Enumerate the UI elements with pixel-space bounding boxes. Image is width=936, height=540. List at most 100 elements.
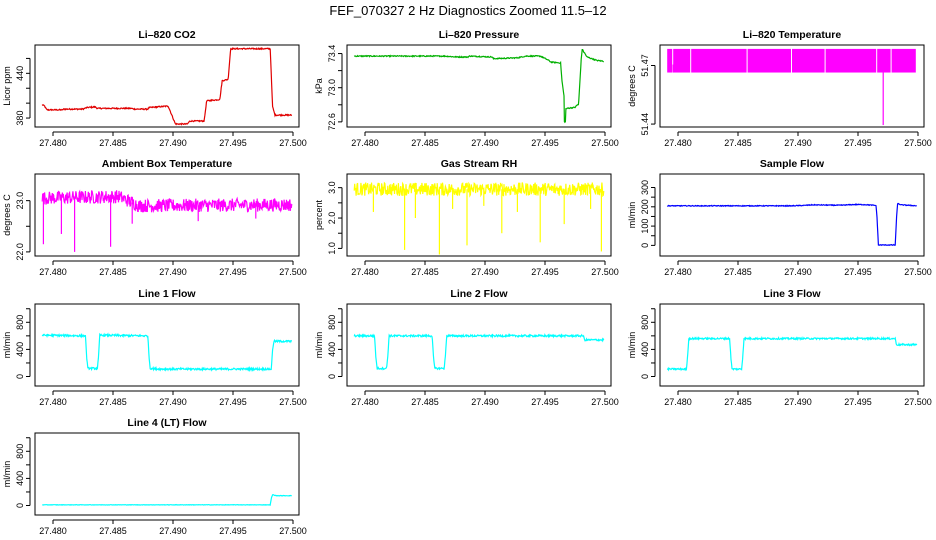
plot-frame bbox=[659, 44, 925, 128]
y-tick-label: 800 bbox=[15, 315, 25, 330]
chart-panel-3: Ambient Box Temperature degrees C 27.480 27… bbox=[2, 158, 307, 277]
x-tick-label: 27.490 bbox=[784, 138, 812, 148]
chart-panel-9: Line 4 (LT) Flow ml/min 27.480 27.485 27.490… bbox=[2, 417, 307, 536]
x-tick-label: 27.500 bbox=[904, 138, 932, 148]
x-tick-label: 27.480 bbox=[351, 138, 379, 148]
plot-data bbox=[41, 332, 292, 373]
plot-frame bbox=[346, 44, 612, 128]
plot-frame bbox=[34, 173, 300, 257]
data-band bbox=[792, 48, 825, 73]
x-tick-label: 27.495 bbox=[531, 138, 559, 148]
x-tick-label: 27.485 bbox=[411, 138, 439, 148]
x-tick-label: 27.500 bbox=[279, 526, 307, 536]
x-tick-label: 27.480 bbox=[39, 397, 67, 407]
plot-data bbox=[41, 189, 293, 252]
x-tick-label: 27.485 bbox=[724, 397, 752, 407]
plot-data bbox=[42, 494, 292, 506]
x-tick-label: 27.480 bbox=[351, 267, 379, 277]
y-tick-label: 400 bbox=[15, 471, 25, 486]
x-tick-label: 27.480 bbox=[664, 267, 692, 277]
data-series-line bbox=[41, 332, 292, 373]
x-tick-label: 27.485 bbox=[99, 526, 127, 536]
x-tick-label: 27.500 bbox=[904, 267, 932, 277]
data-band bbox=[691, 48, 747, 73]
x-tick-label: 27.495 bbox=[531, 267, 559, 277]
data-band bbox=[747, 48, 791, 73]
x-tick-label: 27.490 bbox=[471, 397, 499, 407]
y-axis-label: degrees C bbox=[2, 194, 12, 236]
data-series-line bbox=[42, 494, 292, 506]
panel-title: Line 1 Flow bbox=[138, 288, 196, 300]
data-band bbox=[877, 48, 891, 73]
y-tick-label: 0 bbox=[15, 503, 25, 508]
plot-frame bbox=[346, 173, 612, 257]
panel-title: Ambient Box Temperature bbox=[102, 158, 233, 170]
y-tick-label: 400 bbox=[15, 342, 25, 357]
plot-data bbox=[666, 202, 917, 247]
panel-title: Li–820 CO2 bbox=[138, 29, 195, 41]
y-tick-label: 3.0 bbox=[327, 181, 337, 194]
x-tick-label: 27.485 bbox=[99, 267, 127, 277]
x-tick-label: 27.485 bbox=[99, 138, 127, 148]
x-tick-label: 27.490 bbox=[471, 138, 499, 148]
panels: Li–820 CO2 Licor ppm 27.480 27.485 27.490 27.… bbox=[2, 29, 932, 536]
plot-frame bbox=[346, 303, 612, 387]
x-tick-label: 27.490 bbox=[159, 397, 187, 407]
panel-title: Li–820 Pressure bbox=[439, 29, 520, 41]
y-tick-label: 73.4 bbox=[327, 45, 337, 63]
x-tick-label: 27.500 bbox=[591, 397, 619, 407]
plot-data bbox=[667, 48, 916, 126]
x-tick-label: 27.490 bbox=[159, 526, 187, 536]
y-axis-label: Licor ppm bbox=[2, 66, 12, 106]
y-axis-label: kPa bbox=[314, 78, 324, 94]
x-tick-label: 27.490 bbox=[784, 267, 812, 277]
x-tick-label: 27.500 bbox=[279, 397, 307, 407]
chart-panel-5: Sample Flow ml/min 27.480 27.485 27.490 27.49… bbox=[627, 158, 932, 277]
y-tick-label: 200 bbox=[640, 199, 650, 214]
x-tick-label: 27.480 bbox=[39, 138, 67, 148]
y-axis-label: percent bbox=[314, 199, 324, 230]
x-tick-label: 27.500 bbox=[279, 138, 307, 148]
x-tick-label: 27.500 bbox=[904, 397, 932, 407]
x-tick-label: 27.485 bbox=[724, 267, 752, 277]
plot-data bbox=[353, 333, 605, 371]
y-tick-label: 440 bbox=[15, 66, 25, 81]
panel-title: Line 4 (LT) Flow bbox=[127, 417, 207, 429]
y-tick-label: 1.0 bbox=[327, 242, 337, 255]
data-band bbox=[673, 48, 691, 73]
plot-data bbox=[353, 49, 604, 124]
plot-data bbox=[666, 335, 918, 372]
plot-frame bbox=[34, 432, 300, 516]
y-axis-label: ml/min bbox=[2, 461, 12, 488]
x-tick-label: 27.495 bbox=[219, 526, 247, 536]
data-band bbox=[891, 48, 916, 73]
y-tick-label: 800 bbox=[327, 315, 337, 330]
x-tick-label: 27.495 bbox=[531, 397, 559, 407]
x-tick-label: 27.480 bbox=[351, 397, 379, 407]
y-tick-label: 400 bbox=[640, 342, 650, 357]
chart-panel-4: Gas Stream RH percent 27.480 27.485 27.490 27… bbox=[314, 158, 619, 277]
x-tick-label: 27.495 bbox=[844, 138, 872, 148]
data-series-line bbox=[666, 202, 917, 247]
chart-panel-7: Line 2 Flow ml/min 27.480 27.485 27.490 27.49… bbox=[314, 288, 619, 407]
plot-frame bbox=[659, 303, 925, 387]
x-tick-label: 27.480 bbox=[664, 138, 692, 148]
y-axis-label: ml/min bbox=[627, 332, 637, 359]
y-tick-label: 800 bbox=[15, 444, 25, 459]
plot-frame bbox=[34, 303, 300, 387]
panel-title: Li–820 Temperature bbox=[743, 29, 842, 41]
y-tick-label: 2.0 bbox=[327, 212, 337, 225]
plot-data bbox=[41, 46, 293, 126]
y-axis-label: ml/min bbox=[2, 332, 12, 359]
x-tick-label: 27.480 bbox=[39, 267, 67, 277]
x-tick-label: 27.485 bbox=[411, 397, 439, 407]
x-tick-label: 27.495 bbox=[844, 267, 872, 277]
data-series-line bbox=[353, 333, 605, 371]
data-series-line bbox=[41, 46, 293, 126]
x-tick-label: 27.500 bbox=[591, 267, 619, 277]
data-series-line bbox=[353, 49, 604, 124]
panel-title: Line 3 Flow bbox=[763, 288, 821, 300]
x-tick-label: 27.480 bbox=[664, 397, 692, 407]
chart-panel-6: Line 1 Flow ml/min 27.480 27.485 27.490 27.49… bbox=[2, 288, 307, 407]
